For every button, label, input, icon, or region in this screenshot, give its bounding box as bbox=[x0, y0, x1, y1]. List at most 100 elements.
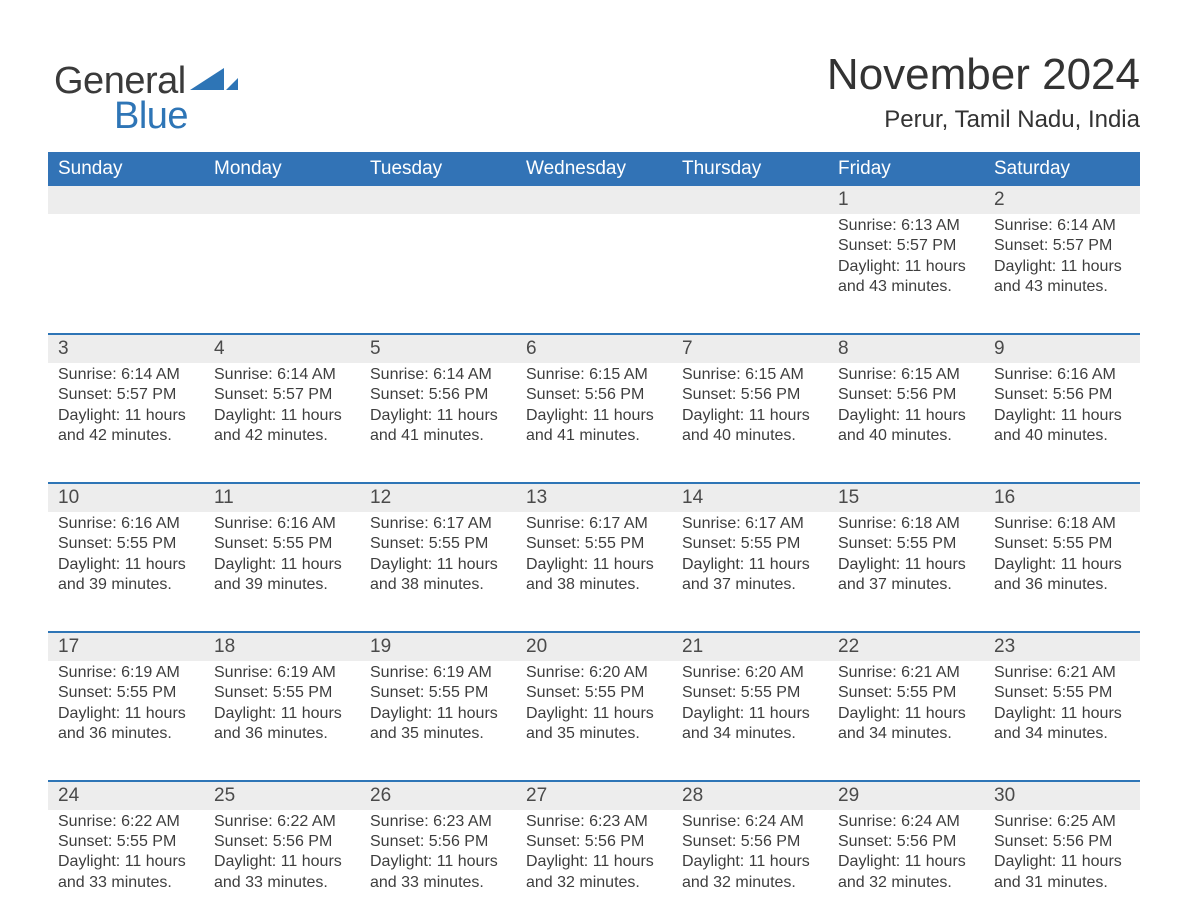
day-info-cell: Sunrise: 6:16 AMSunset: 5:55 PMDaylight:… bbox=[48, 512, 204, 596]
weekday-header: Wednesday bbox=[516, 152, 672, 186]
daylight1-text: Daylight: 11 hours bbox=[994, 555, 1132, 575]
sunrise-text: Sunrise: 6:23 AM bbox=[370, 812, 508, 832]
day-number: 22 bbox=[828, 633, 984, 661]
daylight2-text: and 38 minutes. bbox=[526, 575, 664, 595]
sunrise-text: Sunrise: 6:17 AM bbox=[370, 514, 508, 534]
sunrise-text: Sunrise: 6:21 AM bbox=[994, 663, 1132, 683]
day-info-cell bbox=[204, 214, 360, 298]
daylight1-text: Daylight: 11 hours bbox=[526, 555, 664, 575]
sunset-text: Sunset: 5:55 PM bbox=[58, 683, 196, 703]
daylight1-text: Daylight: 11 hours bbox=[58, 555, 196, 575]
daylight1-text: Daylight: 11 hours bbox=[682, 704, 820, 724]
sunset-text: Sunset: 5:55 PM bbox=[58, 832, 196, 852]
day-number-cell: 23 bbox=[984, 633, 1140, 661]
daylight1-text: Daylight: 11 hours bbox=[838, 555, 976, 575]
day-number: 17 bbox=[48, 633, 204, 661]
day-info-cell: Sunrise: 6:14 AMSunset: 5:57 PMDaylight:… bbox=[984, 214, 1140, 298]
day-info-cell: Sunrise: 6:19 AMSunset: 5:55 PMDaylight:… bbox=[48, 661, 204, 745]
sunset-text: Sunset: 5:55 PM bbox=[994, 534, 1132, 554]
sunrise-text: Sunrise: 6:13 AM bbox=[838, 216, 976, 236]
day-number-cell: 5 bbox=[360, 335, 516, 363]
daylight2-text: and 36 minutes. bbox=[58, 724, 196, 744]
day-info-row: Sunrise: 6:19 AMSunset: 5:55 PMDaylight:… bbox=[48, 661, 1140, 745]
sunset-text: Sunset: 5:56 PM bbox=[682, 385, 820, 405]
sunset-text: Sunset: 5:55 PM bbox=[58, 534, 196, 554]
day-info-cell: Sunrise: 6:18 AMSunset: 5:55 PMDaylight:… bbox=[984, 512, 1140, 596]
day-number-cell: 26 bbox=[360, 782, 516, 810]
sunrise-text: Sunrise: 6:14 AM bbox=[994, 216, 1132, 236]
sunrise-text: Sunrise: 6:14 AM bbox=[214, 365, 352, 385]
weekday-header: Tuesday bbox=[360, 152, 516, 186]
sunset-text: Sunset: 5:55 PM bbox=[526, 683, 664, 703]
daylight2-text: and 42 minutes. bbox=[214, 426, 352, 446]
day-info-cell: Sunrise: 6:18 AMSunset: 5:55 PMDaylight:… bbox=[828, 512, 984, 596]
weekday-header: Monday bbox=[204, 152, 360, 186]
daylight2-text: and 43 minutes. bbox=[838, 277, 976, 297]
sunset-text: Sunset: 5:55 PM bbox=[214, 534, 352, 554]
sunrise-text: Sunrise: 6:23 AM bbox=[526, 812, 664, 832]
sunset-text: Sunset: 5:57 PM bbox=[214, 385, 352, 405]
day-info-row: Sunrise: 6:13 AMSunset: 5:57 PMDaylight:… bbox=[48, 214, 1140, 298]
sunset-text: Sunset: 5:57 PM bbox=[58, 385, 196, 405]
daylight1-text: Daylight: 11 hours bbox=[214, 852, 352, 872]
daylight1-text: Daylight: 11 hours bbox=[58, 852, 196, 872]
day-number-cell bbox=[48, 186, 204, 214]
day-number-cell: 12 bbox=[360, 484, 516, 512]
day-info-row: Sunrise: 6:14 AMSunset: 5:57 PMDaylight:… bbox=[48, 363, 1140, 447]
day-number: 12 bbox=[360, 484, 516, 512]
day-info-cell: Sunrise: 6:14 AMSunset: 5:56 PMDaylight:… bbox=[360, 363, 516, 447]
daylight1-text: Daylight: 11 hours bbox=[682, 852, 820, 872]
week-spacer bbox=[48, 298, 1140, 334]
sunrise-text: Sunrise: 6:16 AM bbox=[994, 365, 1132, 385]
day-number-cell: 3 bbox=[48, 335, 204, 363]
day-number: 1 bbox=[828, 186, 984, 214]
day-number-cell: 22 bbox=[828, 633, 984, 661]
day-info-cell bbox=[516, 214, 672, 298]
day-info-cell: Sunrise: 6:19 AMSunset: 5:55 PMDaylight:… bbox=[204, 661, 360, 745]
day-info-cell: Sunrise: 6:14 AMSunset: 5:57 PMDaylight:… bbox=[204, 363, 360, 447]
daylight1-text: Daylight: 11 hours bbox=[370, 704, 508, 724]
day-number-cell: 28 bbox=[672, 782, 828, 810]
daylight2-text: and 39 minutes. bbox=[214, 575, 352, 595]
day-number: 24 bbox=[48, 782, 204, 810]
logo-word-blue: Blue bbox=[114, 95, 188, 138]
sunrise-text: Sunrise: 6:24 AM bbox=[838, 812, 976, 832]
daylight1-text: Daylight: 11 hours bbox=[370, 555, 508, 575]
week-spacer bbox=[48, 596, 1140, 632]
daylight1-text: Daylight: 11 hours bbox=[370, 852, 508, 872]
calendar-body: 12Sunrise: 6:13 AMSunset: 5:57 PMDayligh… bbox=[48, 186, 1140, 893]
day-info-cell: Sunrise: 6:21 AMSunset: 5:55 PMDaylight:… bbox=[984, 661, 1140, 745]
sunrise-text: Sunrise: 6:22 AM bbox=[214, 812, 352, 832]
day-number: 5 bbox=[360, 335, 516, 363]
day-number-cell: 17 bbox=[48, 633, 204, 661]
day-info-cell: Sunrise: 6:13 AMSunset: 5:57 PMDaylight:… bbox=[828, 214, 984, 298]
day-info-cell bbox=[360, 214, 516, 298]
day-number-cell: 29 bbox=[828, 782, 984, 810]
daylight2-text: and 38 minutes. bbox=[370, 575, 508, 595]
calendar-head: SundayMondayTuesdayWednesdayThursdayFrid… bbox=[48, 152, 1140, 186]
day-number-cell bbox=[360, 186, 516, 214]
sunrise-text: Sunrise: 6:16 AM bbox=[58, 514, 196, 534]
day-number-row: 12 bbox=[48, 186, 1140, 214]
day-number-cell: 11 bbox=[204, 484, 360, 512]
day-info-cell: Sunrise: 6:16 AMSunset: 5:56 PMDaylight:… bbox=[984, 363, 1140, 447]
daylight1-text: Daylight: 11 hours bbox=[682, 406, 820, 426]
daylight1-text: Daylight: 11 hours bbox=[526, 704, 664, 724]
daylight1-text: Daylight: 11 hours bbox=[370, 406, 508, 426]
sunrise-text: Sunrise: 6:18 AM bbox=[838, 514, 976, 534]
day-info-row: Sunrise: 6:16 AMSunset: 5:55 PMDaylight:… bbox=[48, 512, 1140, 596]
day-number: 23 bbox=[984, 633, 1140, 661]
day-number-cell: 15 bbox=[828, 484, 984, 512]
daylight2-text: and 32 minutes. bbox=[838, 873, 976, 893]
sunset-text: Sunset: 5:55 PM bbox=[994, 683, 1132, 703]
daylight1-text: Daylight: 11 hours bbox=[838, 852, 976, 872]
sunrise-text: Sunrise: 6:21 AM bbox=[838, 663, 976, 683]
sunset-text: Sunset: 5:57 PM bbox=[838, 236, 976, 256]
day-info-cell: Sunrise: 6:19 AMSunset: 5:55 PMDaylight:… bbox=[360, 661, 516, 745]
sunset-text: Sunset: 5:55 PM bbox=[838, 534, 976, 554]
daylight2-text: and 33 minutes. bbox=[58, 873, 196, 893]
day-info-cell: Sunrise: 6:21 AMSunset: 5:55 PMDaylight:… bbox=[828, 661, 984, 745]
day-number: 19 bbox=[360, 633, 516, 661]
sunset-text: Sunset: 5:55 PM bbox=[370, 534, 508, 554]
sunset-text: Sunset: 5:56 PM bbox=[682, 832, 820, 852]
